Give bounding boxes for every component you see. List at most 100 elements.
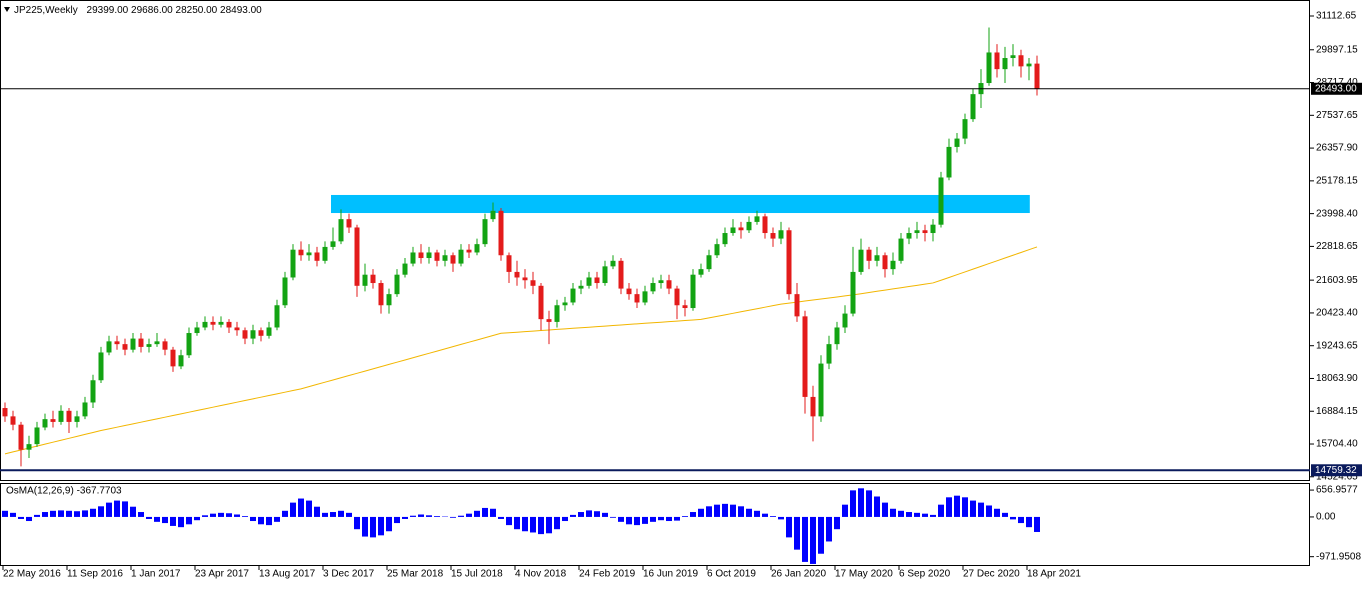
candle-body xyxy=(59,411,64,422)
candle-body xyxy=(803,316,808,397)
osma-bar xyxy=(962,497,968,517)
osma-bar xyxy=(970,501,976,517)
ohlc: 29399.00 xyxy=(87,5,129,16)
candle-body xyxy=(851,272,856,314)
osma-bar xyxy=(1034,517,1040,532)
candle-body xyxy=(859,250,864,272)
candle-body xyxy=(931,225,936,233)
candle-body xyxy=(43,419,48,427)
osma-bar xyxy=(1010,517,1016,519)
x-tick-label: 25 Mar 2018 xyxy=(387,569,444,580)
y2-tick-label: -971.9508 xyxy=(1316,551,1361,562)
osma-bar xyxy=(690,512,696,517)
osma-bar xyxy=(754,511,760,517)
price-pane xyxy=(1,1,1310,481)
osma-bar xyxy=(434,516,440,517)
osma-bar xyxy=(954,496,960,517)
osma-bar xyxy=(26,517,32,521)
candle-body xyxy=(987,52,992,83)
osma-bar xyxy=(322,513,328,517)
candle-body xyxy=(179,355,184,366)
candle-body xyxy=(891,261,896,269)
ohlc: 29686.00 xyxy=(131,5,173,16)
candle-body xyxy=(1035,64,1040,89)
osma-bar xyxy=(458,516,464,517)
osma-bar xyxy=(898,511,904,517)
osma-bar xyxy=(346,513,352,517)
osma-bar xyxy=(618,517,624,522)
osma-bar xyxy=(834,517,840,529)
osma-bar xyxy=(930,515,936,517)
candle-body xyxy=(291,250,296,278)
candle-body xyxy=(251,330,256,338)
osma-bar xyxy=(370,517,376,537)
osma-bar xyxy=(682,516,688,517)
x-tick-label: 15 Jul 2018 xyxy=(451,569,503,580)
osma-bar xyxy=(570,515,576,517)
osma-bar xyxy=(890,509,896,517)
candle-body xyxy=(51,419,56,422)
osma-bar xyxy=(242,516,248,517)
x-tick-label: 6 Oct 2019 xyxy=(707,569,756,580)
candle-body xyxy=(331,241,336,247)
candle-body xyxy=(459,250,464,264)
candle-body xyxy=(491,211,496,219)
x-tick-label: 26 Jan 2020 xyxy=(771,569,826,580)
osma-bar xyxy=(818,517,824,554)
osma-bar xyxy=(82,510,88,517)
candle-body xyxy=(811,397,816,416)
osma-bar xyxy=(514,517,520,529)
osma-bar xyxy=(674,517,680,521)
osma-bar xyxy=(90,509,96,517)
candle-body xyxy=(315,252,320,260)
price-level-label: 14759.32 xyxy=(1315,465,1357,476)
candle-body xyxy=(571,289,576,303)
osma-bar xyxy=(1002,513,1008,517)
osma-bar xyxy=(298,499,304,517)
candle-body xyxy=(907,233,912,239)
candle-body xyxy=(1011,55,1016,58)
osma-bar xyxy=(378,517,384,535)
candle-body xyxy=(1003,58,1008,69)
candle-body xyxy=(779,230,784,238)
osma-bar xyxy=(410,516,416,517)
osma-bar xyxy=(594,511,600,517)
y-tick-label: 31112.65 xyxy=(1316,11,1357,22)
candle-body xyxy=(755,216,760,222)
ohlc: 28493.00 xyxy=(220,5,262,16)
osma-bar xyxy=(258,517,264,524)
candle-body xyxy=(387,294,392,305)
osma-bar xyxy=(914,513,920,517)
y-tick-label: 22818.65 xyxy=(1316,241,1358,252)
osma-bar xyxy=(634,517,640,525)
candle-body xyxy=(235,327,240,330)
osma-bar xyxy=(306,501,312,517)
osma-bar xyxy=(506,517,512,525)
candle-body xyxy=(651,283,656,291)
candle-body xyxy=(227,322,232,328)
osma-bar xyxy=(546,517,552,533)
candle-body xyxy=(963,119,968,138)
osma-bar xyxy=(738,506,744,517)
candle-body xyxy=(611,261,616,267)
candle-body xyxy=(243,330,248,338)
osma-bar xyxy=(266,517,272,525)
y-tick-label: 25178.15 xyxy=(1316,175,1358,186)
candle-body xyxy=(211,322,216,325)
candle-body xyxy=(531,280,536,286)
osma-bar xyxy=(1018,517,1024,523)
candle-body xyxy=(579,286,584,289)
candle-body xyxy=(995,52,1000,69)
candle-body xyxy=(347,219,352,227)
osma-bar xyxy=(162,517,168,523)
osma-bar xyxy=(426,515,432,517)
osma-bar xyxy=(802,517,808,562)
candle-body xyxy=(763,216,768,233)
candle-body xyxy=(715,244,720,255)
y2-tick-label: 0.00 xyxy=(1316,512,1336,523)
osma-bar xyxy=(74,511,80,517)
candle-body xyxy=(323,247,328,261)
osma-bar xyxy=(722,504,728,517)
osma-bar xyxy=(234,514,240,516)
